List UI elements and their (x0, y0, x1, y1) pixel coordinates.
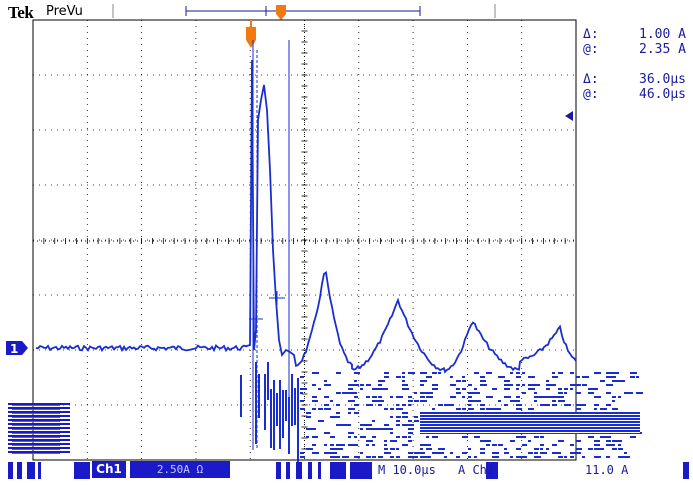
acquisition-mode: PreVu (46, 4, 83, 19)
graticule-grid (32, 19, 576, 461)
timebase-readout[interactable]: M 10.0µs (378, 463, 436, 477)
time-delta-symbol: Δ: (583, 72, 599, 87)
amplitude-at-value: 2.35 A (639, 42, 686, 57)
amplitude-at-symbol: @: (583, 42, 599, 57)
trigger-source-readout[interactable]: A Ch1 (458, 463, 495, 477)
channel-badge[interactable]: Ch1 (92, 461, 126, 478)
ch1-ground-marker[interactable] (6, 341, 22, 355)
amplitude-delta-value: 1.00 A (639, 27, 686, 42)
amplitude-delta-symbol: Δ: (583, 27, 599, 42)
trigger-position-marker[interactable] (246, 27, 256, 48)
time-at-value: 46.0µs (639, 87, 686, 102)
ch1-waveform (35, 59, 577, 374)
volts-per-div[interactable]: 2.50A Ω (130, 461, 230, 478)
trigger-level-readout[interactable]: 11.0 A (585, 463, 629, 477)
record-trigger-marker[interactable] (276, 5, 286, 20)
record-view-bar (112, 4, 496, 18)
time-delta-value: 36.0µs (639, 72, 686, 87)
reference-level-arrow[interactable] (565, 111, 573, 121)
time-at-symbol: @: (583, 87, 599, 102)
display-artifacts (8, 362, 643, 463)
status-bar-artifacts (8, 462, 689, 479)
brand-logo: Tek (8, 3, 34, 22)
ch1-ground-label: 1 (10, 342, 18, 356)
